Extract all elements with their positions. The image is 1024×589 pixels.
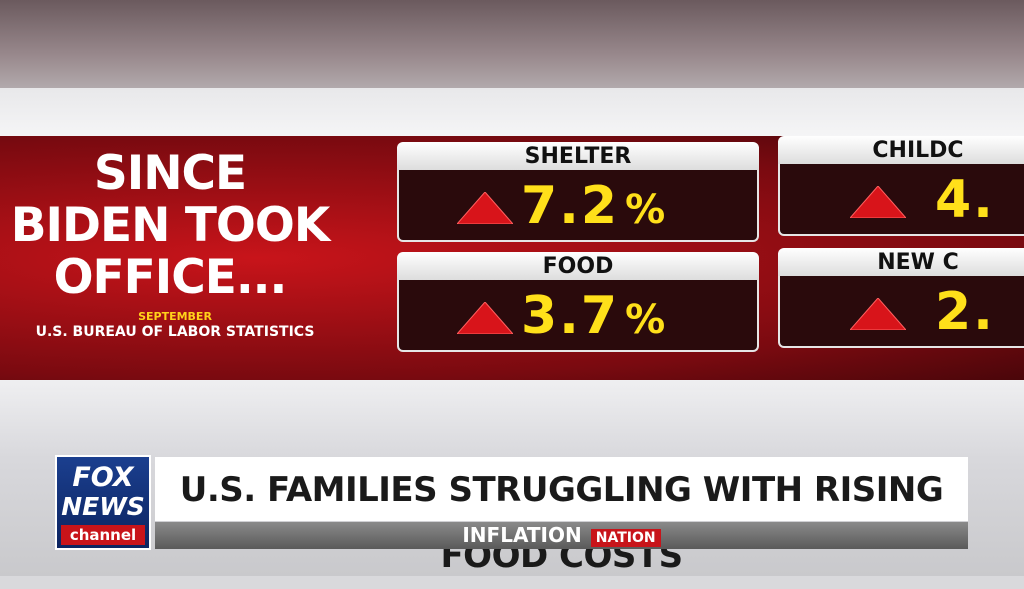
lower-third-headline: U.S. FAMILIES STRUGGLING WITH RISING FOO… [155, 457, 968, 576]
headline-line: SINCE [93, 146, 247, 201]
card-box: 3.7% [397, 280, 759, 352]
card-value: 2. [935, 282, 995, 342]
up-arrow [457, 302, 513, 334]
period: SEPTEMBER [138, 310, 212, 323]
banner-text: NATION [590, 529, 661, 547]
studio-background [0, 0, 1024, 95]
card-box: 7.2% [397, 170, 759, 242]
card-box: 2. [778, 276, 1024, 348]
value-unit: % [625, 187, 668, 233]
card-value: 4. [935, 170, 995, 230]
card-value: 3.7% [521, 286, 667, 350]
banner: INFLATION NATION [155, 522, 968, 549]
logo-text: channel [61, 525, 145, 545]
up-arrow [457, 192, 513, 224]
screen: SINCE BIDEN TOOK OFFICE... SEPTEMBER U.S… [0, 0, 1024, 576]
card-label: NEW C [778, 248, 1024, 276]
card-value: 7.2% [521, 176, 667, 240]
stat-card: FOOD 3.7% [397, 252, 759, 356]
logo-text: NEWS [61, 492, 145, 521]
logo-text: FOX [72, 462, 134, 493]
card-label: FOOD [397, 252, 759, 280]
wall-band [0, 88, 1024, 140]
value-number: 3.7 [521, 286, 620, 346]
stat-card: CHILDC 4. [778, 136, 1024, 240]
card-box: 4. [778, 164, 1024, 236]
up-arrow [850, 298, 906, 330]
channel-logo: FOX NEWS channel [55, 455, 151, 550]
value-number: 7.2 [521, 176, 620, 236]
source: U.S. BUREAU OF LABOR STATISTICS [35, 324, 315, 340]
headline-line: OFFICE... [53, 250, 288, 305]
headline-line: BIDEN TOOK [10, 198, 331, 253]
card-label: CHILDC [778, 136, 1024, 164]
stat-card: NEW C 2. [778, 248, 1024, 352]
value-number: 2. [935, 282, 995, 342]
value-unit: % [625, 297, 668, 343]
card-label: SHELTER [397, 142, 759, 170]
banner-text: INFLATION [462, 523, 582, 547]
stat-card: SHELTER 7.2% [397, 142, 759, 246]
up-arrow [850, 186, 906, 218]
value-number: 4. [935, 170, 995, 230]
